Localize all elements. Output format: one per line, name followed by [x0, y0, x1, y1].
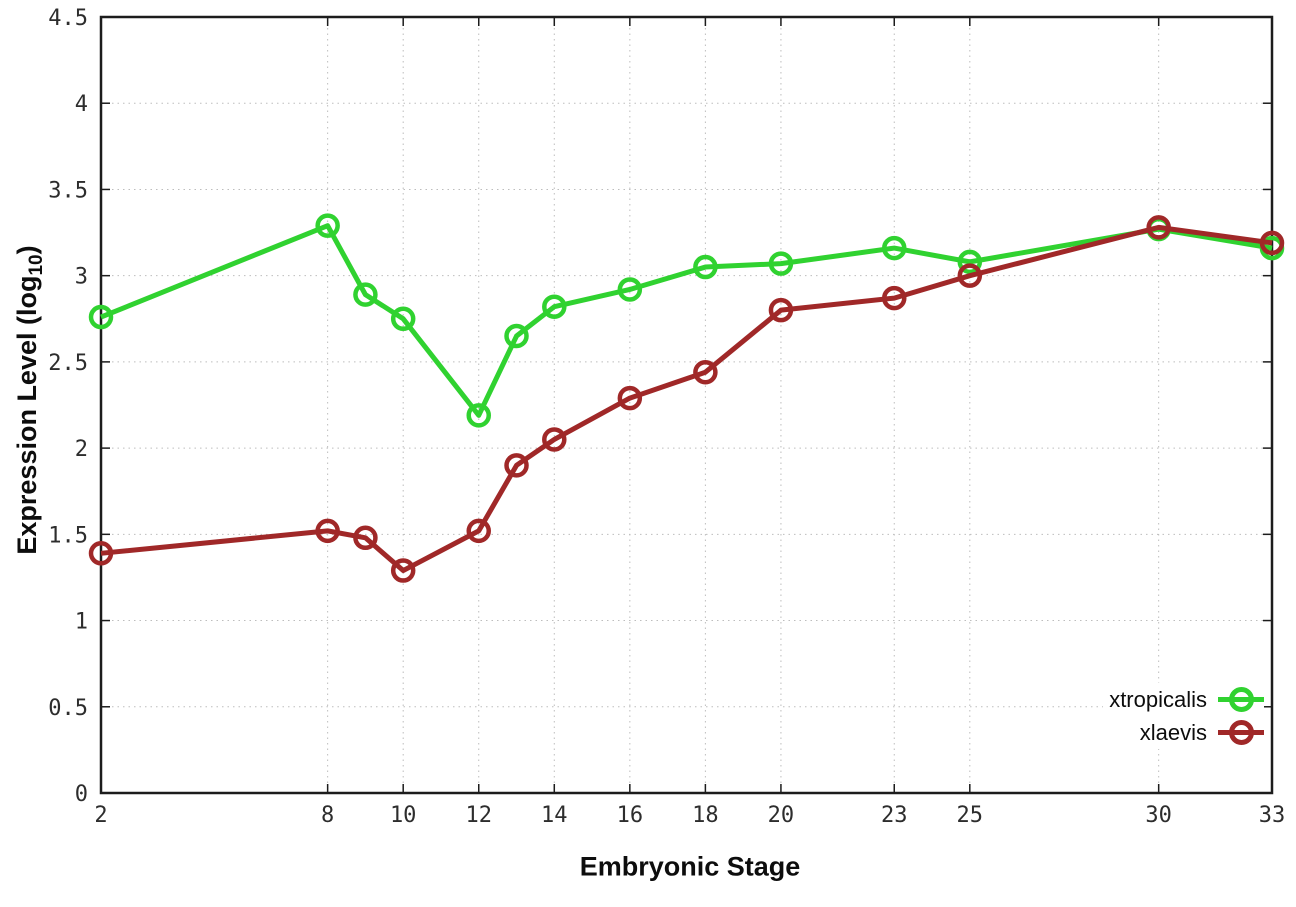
- legend-circle-marker-icon: [1229, 687, 1254, 712]
- data-point-xtropicalis: [466, 403, 491, 428]
- plot-border: [99, 15, 1274, 795]
- data-point-xlaevis: [1146, 215, 1171, 240]
- data-point-xtropicalis: [88, 304, 114, 330]
- legend: xtropicalis xlaevis: [1103, 683, 1264, 749]
- data-point-xlaevis: [617, 385, 643, 411]
- legend-label-xtropicalis: xtropicalis: [1109, 686, 1207, 712]
- y-axis-title-subscript: 10: [26, 254, 48, 276]
- x-tick-label: 8: [321, 803, 334, 828]
- x-tick-label: 33: [1259, 803, 1286, 828]
- legend-label-xlaevis: xlaevis: [1139, 719, 1207, 745]
- y-tick-label: 0.5: [48, 696, 88, 721]
- data-point-xtropicalis: [768, 251, 794, 276]
- data-point-xlaevis: [88, 541, 114, 566]
- x-tick-label: 16: [617, 803, 644, 828]
- y-tick-label: 3: [75, 265, 88, 290]
- x-tick-label: 12: [465, 803, 492, 828]
- y-tick-label: 4.5: [48, 6, 88, 31]
- data-point-xlaevis: [315, 518, 340, 544]
- data-point-xlaevis: [693, 359, 718, 385]
- y-axis-title-close: ): [11, 245, 42, 255]
- series-line-xtropicalis: [100, 223, 1273, 418]
- data-point-xlaevis: [882, 285, 907, 311]
- data-point-xtropicalis: [315, 213, 340, 238]
- y-tick-label: 3.5: [48, 178, 88, 203]
- data-point-xlaevis: [390, 558, 416, 583]
- legend-item-xlaevis: xlaevis: [1109, 716, 1264, 749]
- legend-marker-xlaevis: [1218, 720, 1264, 745]
- data-point-xtropicalis: [390, 306, 416, 332]
- data-point-xtropicalis: [957, 249, 983, 275]
- x-tick-label: 18: [692, 803, 719, 828]
- x-tick-label: 25: [957, 803, 984, 828]
- data-point-xtropicalis: [882, 235, 907, 261]
- legend-marker-xtropicalis: [1218, 687, 1264, 712]
- data-point-xlaevis: [768, 297, 794, 323]
- y-axis-title: Expression Level (log10): [12, 245, 48, 554]
- legend-circle-marker-icon: [1229, 720, 1254, 745]
- data-point-xtropicalis: [353, 282, 378, 307]
- data-point-xtropicalis: [617, 277, 643, 302]
- data-point-xtropicalis: [693, 254, 718, 280]
- data-point-xlaevis: [353, 525, 378, 551]
- data-point-xtropicalis: [504, 323, 529, 349]
- x-tick-label: 2: [94, 803, 107, 828]
- data-point-xtropicalis: [542, 294, 567, 319]
- data-point-xlaevis: [504, 453, 529, 478]
- x-tick-label: 30: [1145, 803, 1172, 828]
- y-tick-label: 0: [75, 782, 88, 807]
- legend-item-xtropicalis: xtropicalis: [1109, 683, 1264, 716]
- data-point-xlaevis: [466, 518, 491, 544]
- y-tick-label: 2: [75, 437, 88, 462]
- y-tick-label: 1: [75, 610, 88, 635]
- y-tick-label: 2.5: [48, 351, 88, 376]
- data-point-xlaevis: [542, 427, 567, 452]
- x-tick-label: 20: [768, 803, 795, 828]
- x-tick-label: 10: [390, 803, 417, 828]
- y-tick-label: 4: [75, 92, 88, 117]
- y-axis-title-main: Expression Level (log: [11, 275, 42, 555]
- x-axis-title: Embryonic Stage: [579, 851, 801, 882]
- x-tick-label: 23: [881, 803, 908, 828]
- x-tick-label: 14: [541, 803, 568, 828]
- data-point-xlaevis: [1259, 230, 1285, 256]
- series-line-xlaevis: [100, 224, 1273, 574]
- data-point-xlaevis: [957, 263, 983, 288]
- y-tick-label: 1.5: [48, 523, 88, 548]
